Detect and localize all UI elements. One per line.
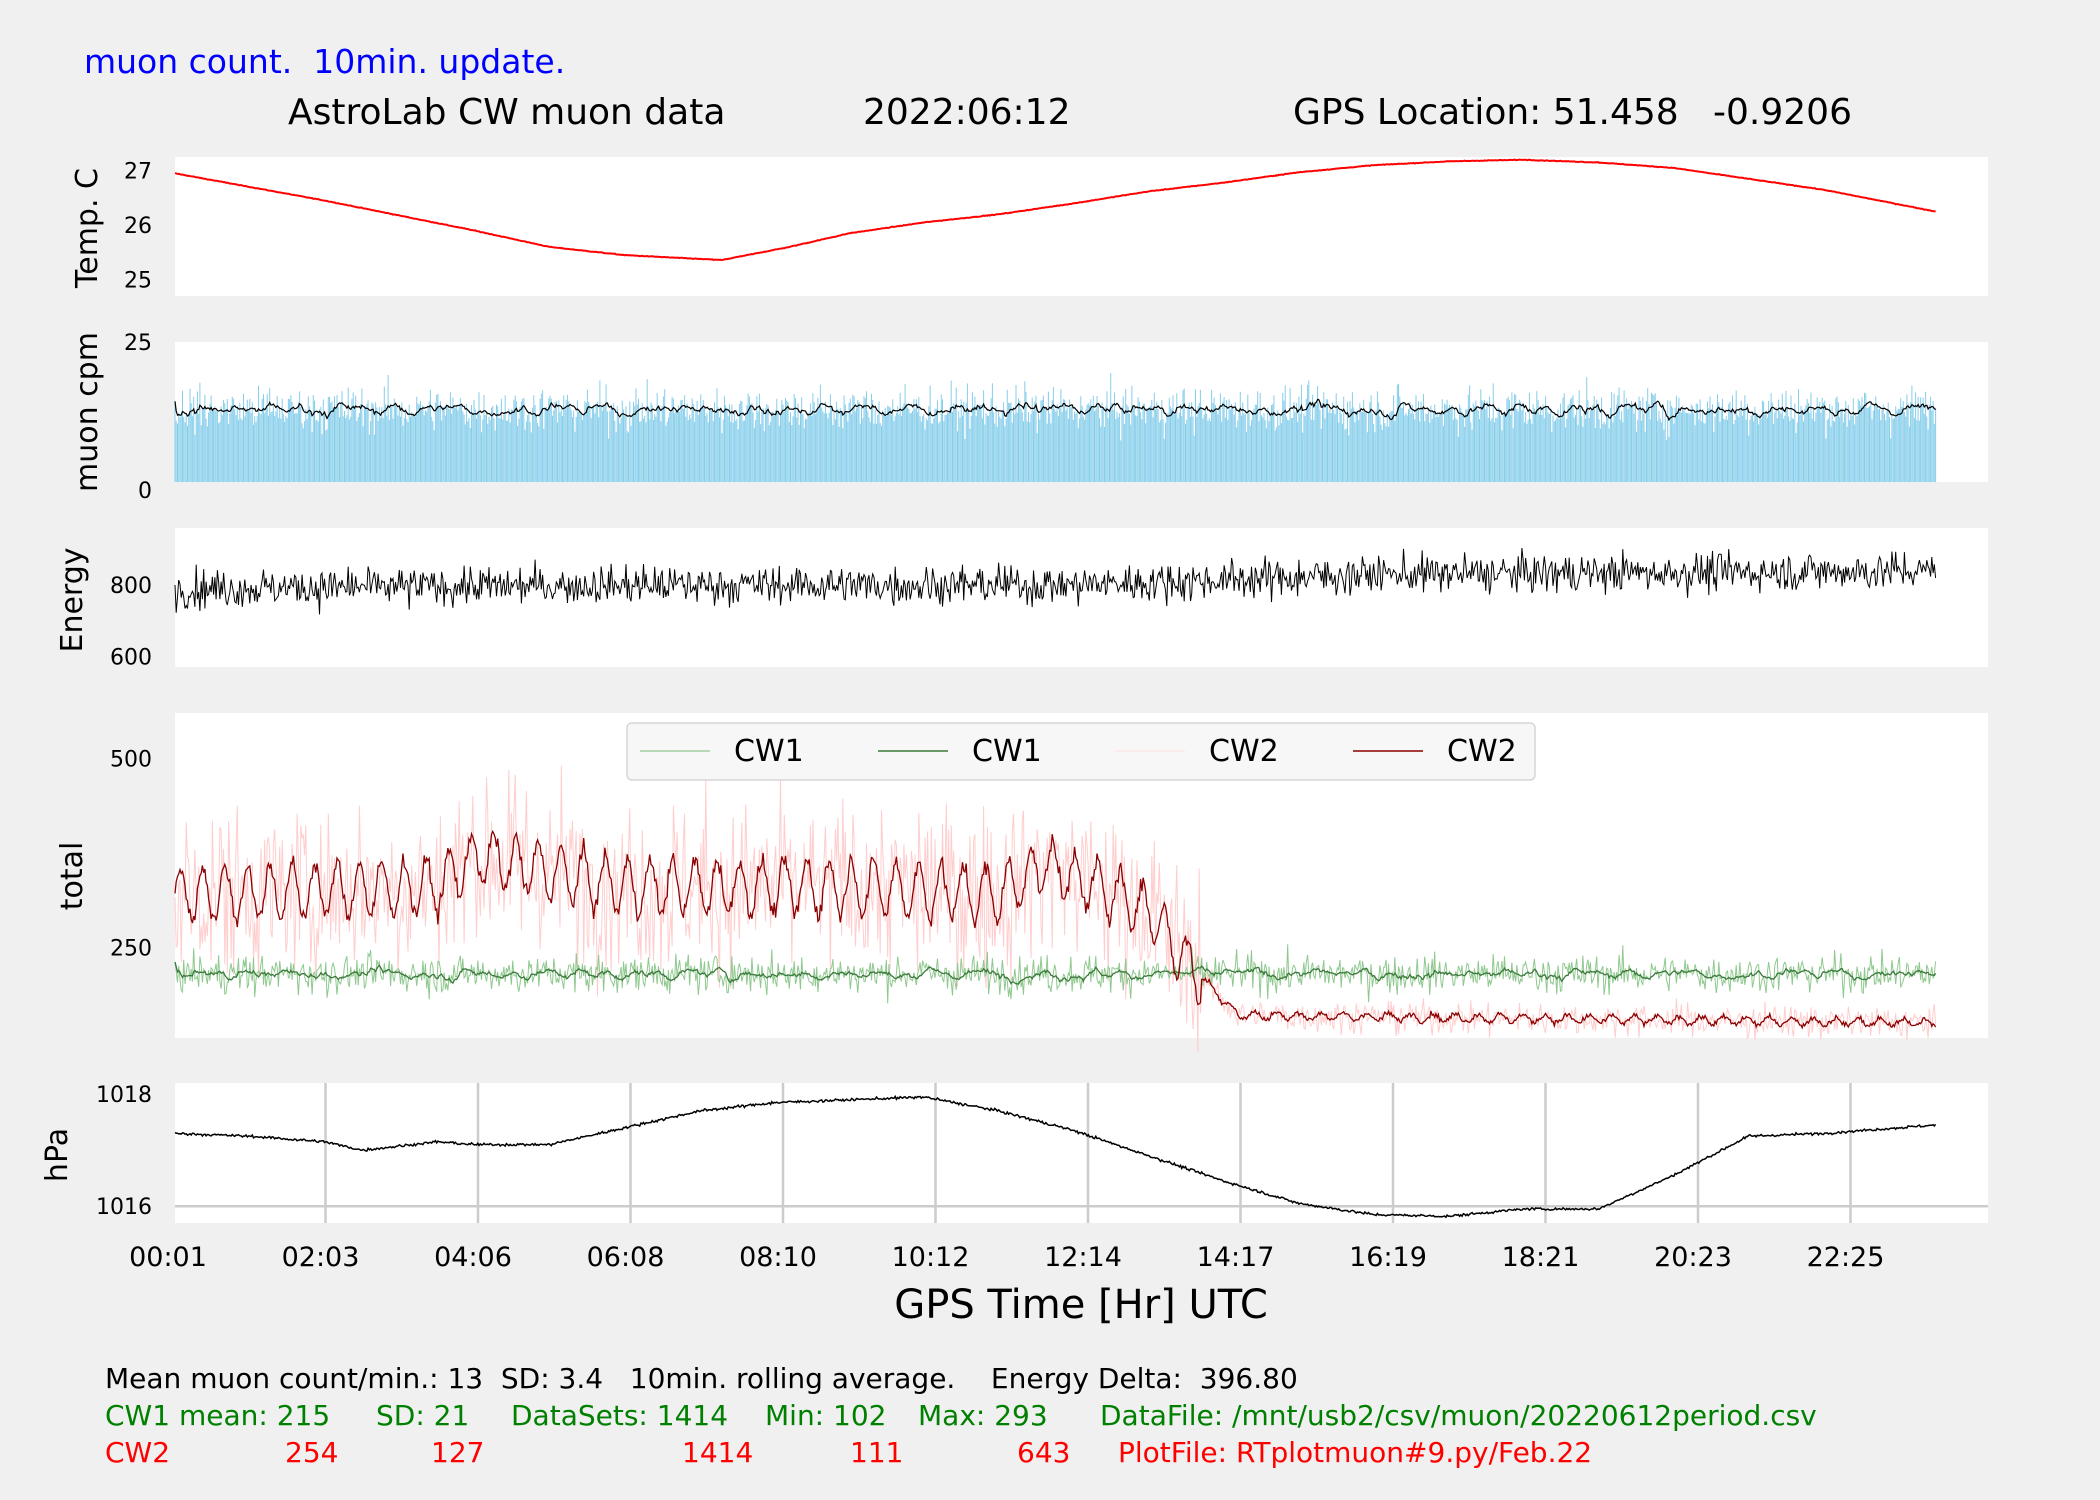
xaxis-label: GPS Time [Hr] UTC	[894, 1282, 1268, 1328]
pressure-grid	[175, 1083, 1988, 1223]
cw1-datasets: DataSets: 1414	[511, 1399, 729, 1432]
xtick-label: 14:17	[1197, 1242, 1275, 1273]
cw1-max: Max: 293	[918, 1399, 1048, 1432]
xtick-label: 16:19	[1349, 1242, 1427, 1273]
ytick-label: 0	[138, 479, 152, 504]
cw2-sd: 127	[431, 1436, 485, 1469]
ytick-label: 800	[110, 574, 152, 599]
pressure-series	[174, 1094, 1937, 1219]
cw2-datasets: 1414	[682, 1436, 754, 1469]
gps-location: GPS Location: 51.458 -0.9206	[1293, 92, 1852, 133]
muon-rolling-average	[174, 398, 1936, 422]
cw2-min: 111	[850, 1436, 904, 1469]
xtick-label: 20:23	[1654, 1242, 1732, 1273]
pressure-ylabel: hPa	[40, 1128, 75, 1182]
muon-count-bars	[174, 373, 1937, 482]
axes-layer: 25 26 27 0 25 600 800 250 500 1016 1018 00:01 02:03 0…	[96, 160, 1884, 1273]
cw1-raw-series	[174, 944, 1937, 1004]
temperature-series	[174, 158, 1936, 262]
update-note: muon count. 10min. update.	[84, 42, 566, 81]
ytick-label: 27	[124, 160, 152, 185]
xtick-label: 12:14	[1044, 1242, 1122, 1273]
xtick-label: 06:08	[587, 1242, 665, 1273]
cw2-label: CW2	[105, 1436, 171, 1469]
cw1-datafile: DataFile: /mnt/usb2/csv/muon/20220612per…	[1100, 1399, 1817, 1432]
temp-ylabel: Temp. C	[70, 168, 105, 289]
muon-ylabel: muon cpm	[70, 332, 105, 492]
cw1-sd: SD: 21	[376, 1399, 470, 1432]
cw2-average-series	[174, 829, 1937, 1030]
xtick-label: 08:10	[739, 1242, 817, 1273]
ytick-label: 1016	[96, 1195, 152, 1220]
ytick-label: 25	[124, 331, 152, 356]
xtick-label: 22:25	[1807, 1242, 1885, 1273]
chart-date: 2022:06:12	[863, 92, 1071, 133]
ytick-label: 1018	[96, 1083, 152, 1108]
chart-title: AstroLab CW muon data	[288, 92, 726, 133]
energy-ylabel: Energy	[55, 547, 90, 652]
cw2-mean: 254	[285, 1436, 339, 1469]
legend-label-cw2-raw: CW2	[1209, 734, 1279, 769]
legend-label-cw2-avg: CW2	[1447, 734, 1517, 769]
cw1-min: Min: 102	[765, 1399, 887, 1432]
muon-stats-line: Mean muon count/min.: 13 SD: 3.4 10min. …	[105, 1362, 1298, 1395]
xtick-label: 00:01	[129, 1242, 207, 1273]
legend-label-cw1-avg: CW1	[972, 734, 1042, 769]
xtick-label: 18:21	[1502, 1242, 1580, 1273]
legend: CW1 CW1 CW2 CW2	[626, 722, 1536, 781]
temp-panel	[175, 157, 1988, 296]
xtick-label: 02:03	[282, 1242, 360, 1273]
energy-series	[174, 547, 1937, 615]
cw2-max: 643	[1017, 1436, 1071, 1469]
ytick-label: 600	[110, 645, 152, 670]
cw1-mean: CW1 mean: 215	[105, 1399, 331, 1432]
legend-label-cw1-raw: CW1	[734, 734, 804, 769]
cw2-plotfile: PlotFile: RTplotmuon#9.py/Feb.22	[1118, 1436, 1593, 1469]
xtick-label: 10:12	[892, 1242, 970, 1273]
ytick-label: 26	[124, 214, 152, 239]
ytick-label: 25	[124, 269, 152, 294]
xtick-label: 04:06	[434, 1242, 512, 1273]
energy-panel	[175, 528, 1988, 667]
ytick-label: 500	[110, 747, 152, 772]
cw1-average-series	[174, 961, 1937, 985]
ytick-label: 250	[110, 936, 152, 961]
total-ylabel: total	[55, 842, 90, 911]
plot-layer	[174, 158, 1937, 1219]
